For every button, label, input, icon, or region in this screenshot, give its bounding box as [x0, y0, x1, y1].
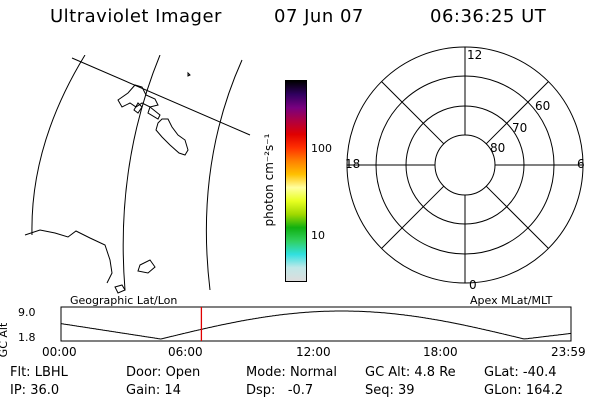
longitude-line	[205, 59, 243, 291]
lat-label-60: 60	[535, 99, 551, 113]
time-label: 06:36:25 UT	[430, 6, 547, 27]
coastline-australia	[24, 229, 113, 284]
date-label: 07 Jun 07	[274, 6, 364, 27]
coastline-islands	[133, 102, 143, 114]
coastline-dot	[187, 71, 191, 77]
colorbar	[285, 80, 307, 282]
status-gc-alt: GC Alt: 4.8 Re	[365, 365, 456, 380]
timeline-x-tick-1: 06:00	[168, 345, 203, 359]
lat-label-70: 70	[512, 121, 528, 135]
instrument-title: Ultraviolet Imager	[50, 6, 222, 27]
timeline-y-title: GC Alt	[0, 322, 10, 358]
coastline-islands	[147, 106, 161, 120]
coastline-mainland	[155, 118, 189, 156]
coastline-south-island	[114, 284, 126, 294]
timeline-altitude-curve	[60, 310, 572, 340]
status-ip: IP: 36.0	[10, 383, 60, 398]
timeline-plot	[60, 306, 572, 342]
lat-label-80: 80	[490, 141, 506, 155]
mlt-label-0: 0	[469, 278, 477, 292]
status-glon: GLon: 164.2	[484, 383, 564, 398]
polar-plot	[346, 46, 584, 284]
geographic-label: Geographic Lat/Lon	[70, 294, 178, 307]
polar-spoke	[485, 185, 549, 249]
geographic-map	[24, 55, 251, 294]
colorbar-unit-label: photon cm⁻²s⁻¹	[262, 133, 276, 227]
polar-spoke	[381, 81, 445, 145]
colorbar-tick-10: 10	[311, 229, 325, 242]
polar-spoke	[381, 185, 445, 249]
status-glat: GLat: -40.4	[484, 365, 557, 380]
latitude-line	[71, 57, 251, 136]
timeline-y-tick-max: 9.0	[18, 306, 36, 319]
status-flt: Flt: LBHL	[10, 365, 68, 380]
polar-label: Apex MLat/MLT	[470, 294, 553, 307]
status-dsp: Dsp: -0.7	[246, 383, 314, 398]
colorbar-fill	[286, 81, 306, 281]
longitude-line	[122, 55, 161, 291]
status-mode: Mode: Normal	[246, 365, 337, 380]
coastline-new-guinea	[117, 84, 159, 108]
mlt-label-6: 6	[577, 157, 585, 171]
timeline-x-tick-0: 00:00	[42, 345, 77, 359]
polar-circle-80	[434, 134, 496, 196]
mlt-label-18: 18	[345, 157, 361, 171]
timeline-x-tick-3: 18:00	[423, 345, 458, 359]
status-door: Door: Open	[126, 365, 201, 380]
mlt-label-12: 12	[467, 48, 483, 62]
timeline-y-tick-min: 1.8	[18, 331, 36, 344]
timeline-x-tick-4: 23:59	[551, 345, 586, 359]
status-seq: Seq: 39	[365, 383, 415, 398]
coastline-new-zealand	[137, 259, 156, 274]
polar-spoke	[485, 81, 549, 145]
longitude-line	[31, 55, 86, 236]
timeline-x-tick-2: 12:00	[296, 345, 331, 359]
colorbar-tick-100: 100	[311, 142, 332, 155]
status-gain: Gain: 14	[126, 383, 181, 398]
